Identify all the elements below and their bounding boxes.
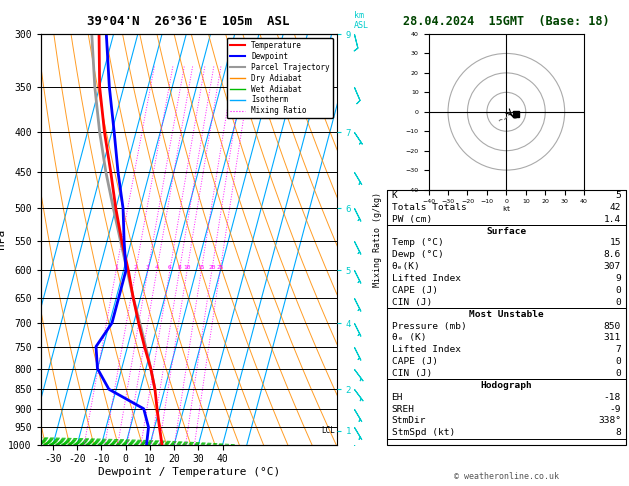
Text: 8: 8 xyxy=(177,265,181,270)
Text: CIN (J): CIN (J) xyxy=(392,298,432,307)
Text: PW (cm): PW (cm) xyxy=(392,215,432,224)
Text: 850: 850 xyxy=(604,322,621,330)
Y-axis label: km
ASL: km ASL xyxy=(353,11,369,30)
Text: 42: 42 xyxy=(610,203,621,212)
Text: θₑ (K): θₑ (K) xyxy=(392,333,426,342)
Text: 0: 0 xyxy=(615,357,621,366)
Text: © weatheronline.co.uk: © weatheronline.co.uk xyxy=(454,472,559,481)
Text: Totals Totals: Totals Totals xyxy=(392,203,466,212)
Text: CAPE (J): CAPE (J) xyxy=(392,357,438,366)
Text: 10: 10 xyxy=(183,265,191,270)
Text: 5: 5 xyxy=(615,191,621,200)
Text: StmSpd (kt): StmSpd (kt) xyxy=(392,428,455,437)
Text: Hodograph: Hodograph xyxy=(481,381,532,390)
Text: StmDir: StmDir xyxy=(392,417,426,425)
Text: 0: 0 xyxy=(615,298,621,307)
X-axis label: Dewpoint / Temperature (°C): Dewpoint / Temperature (°C) xyxy=(97,467,280,477)
Text: Temp (°C): Temp (°C) xyxy=(392,239,443,247)
Text: Mixing Ratio (g/kg): Mixing Ratio (g/kg) xyxy=(373,192,382,287)
Text: 9: 9 xyxy=(615,274,621,283)
Text: CIN (J): CIN (J) xyxy=(392,369,432,378)
Text: 28.04.2024  15GMT  (Base: 18): 28.04.2024 15GMT (Base: 18) xyxy=(403,15,610,28)
Text: 4: 4 xyxy=(155,265,159,270)
Text: 8: 8 xyxy=(615,428,621,437)
Text: Lifted Index: Lifted Index xyxy=(392,274,460,283)
Text: 0: 0 xyxy=(615,369,621,378)
Text: 25: 25 xyxy=(216,265,224,270)
Text: 3: 3 xyxy=(146,265,150,270)
Text: SREH: SREH xyxy=(392,404,415,414)
Text: 15: 15 xyxy=(198,265,205,270)
Legend: Temperature, Dewpoint, Parcel Trajectory, Dry Adiabat, Wet Adiabat, Isotherm, Mi: Temperature, Dewpoint, Parcel Trajectory… xyxy=(226,38,333,119)
Text: 307: 307 xyxy=(604,262,621,271)
Text: -18: -18 xyxy=(604,393,621,402)
Text: Surface: Surface xyxy=(486,226,526,236)
X-axis label: kt: kt xyxy=(502,206,511,211)
Text: θₑ(K): θₑ(K) xyxy=(392,262,420,271)
Text: 7: 7 xyxy=(615,345,621,354)
Text: 6: 6 xyxy=(168,265,172,270)
Text: -9: -9 xyxy=(610,404,621,414)
Text: Dewp (°C): Dewp (°C) xyxy=(392,250,443,260)
Text: 15: 15 xyxy=(610,239,621,247)
Y-axis label: hPa: hPa xyxy=(0,229,6,249)
Text: 20: 20 xyxy=(208,265,216,270)
Text: 39°04'N  26°36'E  105m  ASL: 39°04'N 26°36'E 105m ASL xyxy=(87,15,290,28)
Text: EH: EH xyxy=(392,393,403,402)
Text: 0: 0 xyxy=(615,286,621,295)
Text: LCL: LCL xyxy=(321,426,335,435)
Text: 2: 2 xyxy=(134,265,138,270)
Text: 8.6: 8.6 xyxy=(604,250,621,260)
Text: 1.4: 1.4 xyxy=(604,215,621,224)
Text: Pressure (mb): Pressure (mb) xyxy=(392,322,466,330)
Text: Most Unstable: Most Unstable xyxy=(469,310,543,319)
Text: CAPE (J): CAPE (J) xyxy=(392,286,438,295)
Text: 338°: 338° xyxy=(598,417,621,425)
Text: K: K xyxy=(392,191,398,200)
Text: Lifted Index: Lifted Index xyxy=(392,345,460,354)
Text: 311: 311 xyxy=(604,333,621,342)
Text: 1: 1 xyxy=(114,265,118,270)
